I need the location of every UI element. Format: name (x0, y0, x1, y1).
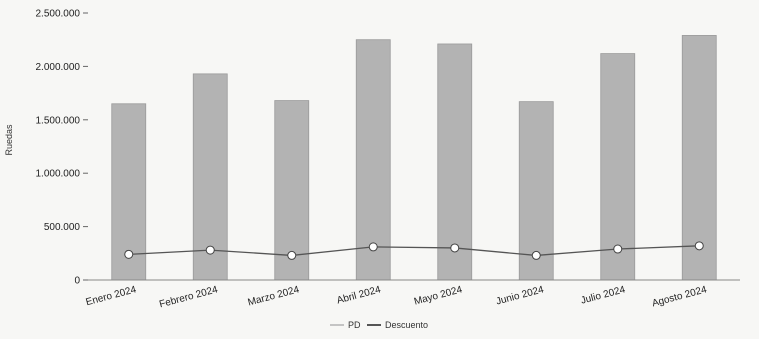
y-tick-label: 2.500.000 (36, 9, 81, 20)
legend-descuento-label: Descuento (385, 320, 428, 330)
line-point-descuento (613, 244, 623, 254)
x-tick-label: Marzo 2024 (247, 284, 301, 308)
bar-pd (355, 39, 391, 281)
bar-pd (437, 43, 473, 281)
bar-series-pd (111, 35, 717, 281)
x-tick-label: Julio 2024 (580, 284, 627, 307)
x-tick-label: Abril 2024 (336, 284, 383, 306)
x-axis-ticks: Enero 2024 Febrero 2024 Marzo 2024 Abril 20… (85, 284, 709, 310)
line-point-descuento (694, 241, 704, 251)
x-tick-label: Febrero 2024 (158, 284, 219, 310)
x-tick-label: Mayo 2024 (413, 284, 464, 308)
legend-pd-label: PD (348, 320, 361, 330)
x-tick-label: Agosto 2024 (651, 284, 709, 309)
line-point-descuento (287, 250, 297, 260)
y-tick-label: 1.000.000 (36, 169, 81, 180)
x-tick-label: Enero 2024 (85, 284, 138, 308)
line-point-descuento (450, 243, 460, 253)
y-tick-label: 2.000.000 (36, 62, 81, 73)
line-point-descuento (205, 245, 215, 255)
y-axis-title: Ruedas (4, 124, 14, 156)
line-point-descuento (124, 249, 134, 259)
line-point-descuento (368, 242, 378, 252)
y-tick-label: 0 (74, 276, 80, 287)
line-point-descuento (531, 250, 541, 260)
bar-pd (518, 101, 554, 281)
bar-pd (681, 35, 717, 281)
line-descuento (128, 245, 700, 257)
bar-pd (600, 53, 636, 281)
y-axis-ticks: 0 500.000 1.000.000 1.500.000 2.000.000 2.500… (36, 9, 88, 287)
legend: PD Descuento (330, 320, 428, 330)
line-series-descuento (124, 241, 704, 260)
y-tick-label: 500.000 (44, 222, 81, 233)
x-tick-label: Junio 2024 (495, 284, 546, 307)
bar-pd (274, 100, 310, 281)
y-tick-label: 1.500.000 (36, 115, 81, 126)
